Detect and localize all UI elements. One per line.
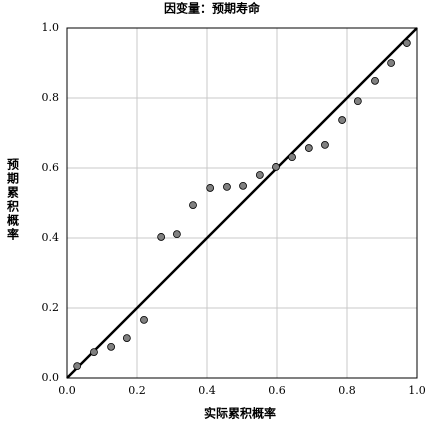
point xyxy=(338,116,347,124)
point xyxy=(90,348,98,357)
reference-line xyxy=(66,27,418,379)
y-tick-label: 0.2 xyxy=(42,301,60,314)
y-tick-label: 0.0 xyxy=(42,371,60,384)
point xyxy=(371,76,379,85)
point xyxy=(140,315,148,324)
point xyxy=(73,362,82,371)
point xyxy=(206,184,215,192)
point xyxy=(402,39,411,47)
point xyxy=(172,230,181,239)
x-tick-label: 0.0 xyxy=(58,384,76,397)
point xyxy=(387,59,396,67)
x-tick-label: 0.4 xyxy=(198,384,216,397)
point xyxy=(272,163,280,171)
plot-frame xyxy=(66,27,418,379)
y-tick-label: 0.8 xyxy=(42,91,60,104)
y-tick-label: 0.6 xyxy=(42,161,60,174)
point xyxy=(353,97,362,106)
point xyxy=(255,171,264,179)
point xyxy=(107,342,115,351)
point xyxy=(239,181,247,190)
y-axis-label: 预期累积概率 xyxy=(6,158,20,242)
x-tick-label: 1.0 xyxy=(408,384,425,397)
x-tick-label: 0.6 xyxy=(268,384,286,397)
chart-title: 因变量：预期寿命 xyxy=(164,1,261,16)
point xyxy=(321,140,329,149)
point xyxy=(157,233,166,241)
point xyxy=(189,201,197,210)
y-tick-label: 0.4 xyxy=(42,231,60,244)
point xyxy=(122,334,131,343)
point xyxy=(304,144,313,152)
x-axis-label: 实际累积概率 xyxy=(204,406,276,421)
x-tick-label: 0.2 xyxy=(128,384,146,397)
point xyxy=(223,182,231,191)
point xyxy=(288,153,296,162)
x-tick-label: 0.8 xyxy=(338,384,356,397)
y-tick-label: 1.0 xyxy=(42,21,60,34)
